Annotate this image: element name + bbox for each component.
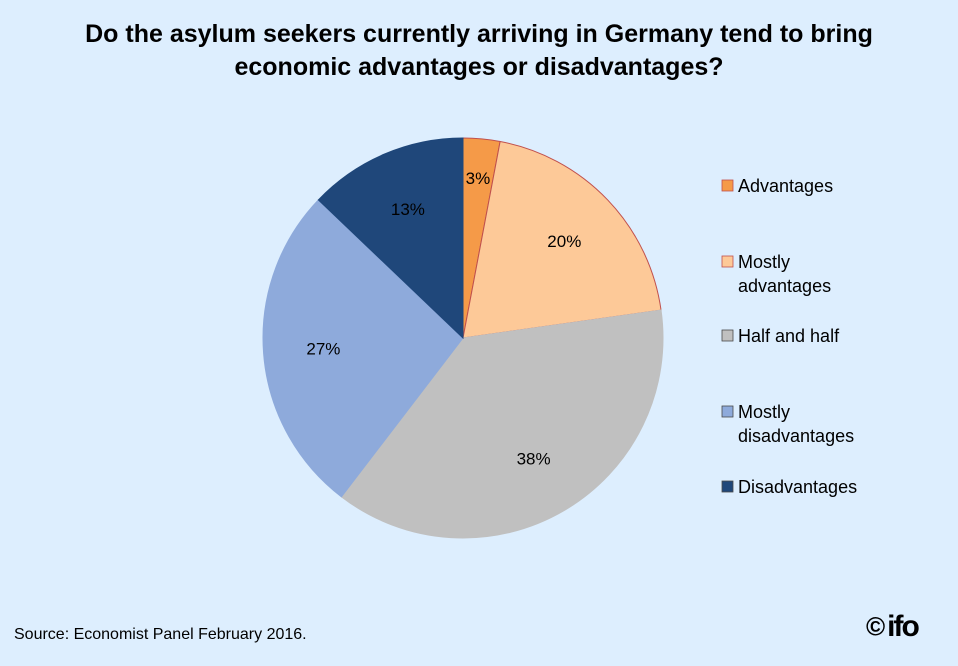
legend-swatch-disadvantages [721,480,734,493]
legend-label-half-and-half: Half and half [738,326,840,346]
pie-slice-labels: 3% 20% 38% 27% 13% [306,169,581,468]
legend-label-mostly-advantages: Mostly advantages [738,252,831,296]
legend-label-line: disadvantages [738,426,854,446]
logo-word: ifo [887,610,920,643]
chart-title-line-1: Do the asylum seekers currently arriving… [85,20,873,48]
legend-label-line: advantages [738,276,831,296]
pie-slice-disadvantages [317,137,464,340]
legend-label-line: Half and half [738,326,840,346]
legend-swatch-advantages [721,179,734,192]
legend-label-line: Advantages [738,176,833,196]
chart-title-line-2: economic advantages or disadvantages? [234,53,724,81]
legend-swatch-half-and-half [721,329,734,342]
legend-label-disadvantages: Disadvantages [738,477,857,497]
slice-label-mostly-disadvantages: 27% [306,339,340,358]
source-note: Source: Economist Panel February 2016. [14,626,307,643]
legend-swatch-mostly-disadvantages [721,405,734,418]
slice-label-advantages: 3% [466,169,491,188]
slice-label-half-and-half: 38% [517,449,551,468]
pie-slice-mostly-disadvantages [262,199,464,498]
pie-slice-mostly-advantages [462,140,662,339]
legend-label-mostly-disadvantages: Mostly disadvantages [738,402,854,446]
pie-slices [262,137,664,539]
slice-label-disadvantages: 13% [391,200,425,219]
ifo-logo: ©ifo [866,610,920,644]
legend-swatch-mostly-advantages [721,255,734,268]
legend-label-line: Disadvantages [738,477,857,497]
legend-label-line: Mostly [738,402,790,422]
pie-slice-half-and-half [340,309,664,539]
chart-legend: Advantages Mostly advantages Half and half M… [721,176,857,497]
chart-title: Do the asylum seekers currently arriving… [0,18,958,84]
legend-label-advantages: Advantages [738,176,833,196]
slice-label-mostly-advantages: 20% [547,232,581,251]
legend-label-line: Mostly [738,252,790,272]
copyright-symbol: © [866,611,886,642]
